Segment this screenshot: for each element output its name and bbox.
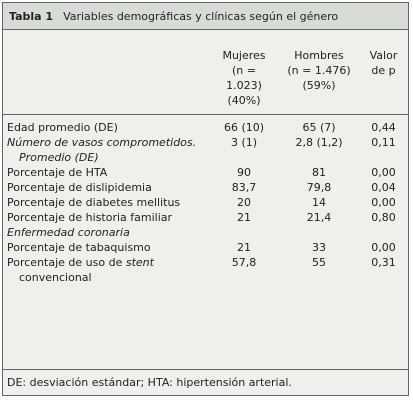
row-label-part: Porcentaje de HTA: [7, 166, 108, 179]
data-table: Mujeres (n = 1.023) (40%) Hombres (n = 1.476…: [3, 30, 408, 285]
table-cell: 79,8: [306, 181, 332, 194]
column-header-line: (59%): [302, 79, 336, 92]
row-label-part: stent: [125, 256, 154, 269]
table-cell: 83,7: [231, 181, 257, 194]
table-cell: 3 (1): [230, 136, 258, 149]
table-row: Enfermedad coronaria: [3, 225, 408, 240]
row-label: Porcentaje de dislipidemia: [3, 180, 209, 195]
row-label-part: Porcentaje de tabaquismo: [7, 241, 151, 254]
table-row: Porcentaje de diabetes mellitus 20 14 0,00: [3, 195, 408, 210]
table-row: Porcentaje de dislipidemia 83,7 79,8 0,04: [3, 180, 408, 195]
row-label-part: Edad promedio (DE): [7, 121, 118, 134]
row-label-part: Porcentaje de uso de: [7, 256, 126, 269]
row-label: Porcentaje de historia familiar: [3, 210, 209, 225]
column-header: Mujeres (n = 1.023) (40%): [209, 30, 279, 115]
row-label-part: Porcentaje de diabetes mellitus: [7, 196, 181, 209]
table-title: Variables demográficas y clínicas según …: [63, 9, 339, 23]
table-row: Edad promedio (DE) 66 (10) 65 (7) 0,44: [3, 115, 408, 136]
table-cell: 2,8 (1,2): [295, 136, 343, 149]
column-header-line: (n = 1.023): [226, 64, 262, 92]
table-cell: 21,4: [306, 211, 332, 224]
table-body: Edad promedio (DE) 66 (10) 65 (7) 0,44 Númer…: [3, 115, 408, 286]
table-cell: 14: [312, 196, 326, 209]
table-label: Tabla 1: [9, 9, 54, 23]
column-header-line: Valor: [369, 49, 398, 62]
table-cell: 0,00: [371, 166, 396, 179]
column-header-line: (40%): [227, 94, 261, 107]
column-header-line: Hombres: [294, 49, 344, 62]
table-cell: 90: [237, 166, 251, 179]
column-header-line: (n = 1.476): [287, 64, 351, 77]
row-label-part: convencional: [19, 271, 92, 284]
table-cell: 0,80: [371, 211, 396, 224]
table-cell: 81: [312, 166, 326, 179]
column-header: Valor de p: [359, 30, 408, 115]
footnote: DE: desviación estándar; HTA: hipertensi…: [3, 369, 408, 395]
table-cell: 0,44: [371, 121, 396, 134]
table-cell: 0,11: [371, 136, 396, 149]
header-row: Mujeres (n = 1.023) (40%) Hombres (n = 1.476…: [3, 30, 408, 115]
column-header: Hombres (n = 1.476) (59%): [279, 30, 359, 115]
row-label-part: Número de vasos comprometidos. Promedio …: [7, 136, 197, 164]
row-label-part: Porcentaje de dislipidemia: [7, 181, 152, 194]
table-header: Tabla 1 Variables demográficas y clínica…: [3, 3, 408, 30]
table-row: Número de vasos comprometidos. Promedio …: [3, 135, 408, 165]
table-cell: 0,00: [371, 241, 396, 254]
table-cell: 0,00: [371, 196, 396, 209]
table-cell: 33: [312, 241, 326, 254]
column-header-line: Mujeres: [222, 49, 266, 62]
table-row: Porcentaje de uso de stent convencional 5…: [3, 255, 408, 285]
column-header-line: de p: [371, 64, 396, 77]
table-cell: 20: [237, 196, 251, 209]
table-cell: 57,8: [231, 256, 257, 269]
row-label: Número de vasos comprometidos. Promedio …: [3, 135, 209, 165]
row-label: Porcentaje de uso de stent convencional: [3, 255, 209, 285]
table-cell: 0,04: [371, 181, 396, 194]
row-label-part: Enfermedad coronaria: [7, 226, 130, 239]
row-label: Porcentaje de HTA: [3, 165, 209, 180]
table-cell: 55: [312, 256, 326, 269]
table-row: Porcentaje de tabaquismo 21 33 0,00: [3, 240, 408, 255]
row-label: Porcentaje de tabaquismo: [3, 240, 209, 255]
row-label: Edad promedio (DE): [3, 115, 209, 136]
row-label-part: Porcentaje de historia familiar: [7, 211, 173, 224]
table-row: Porcentaje de historia familiar 21 21,4 0,8…: [3, 210, 408, 225]
table-row: Porcentaje de HTA 90 81 0,00: [3, 165, 408, 180]
table-frame: Tabla 1 Variables demográficas y clínica…: [2, 2, 409, 396]
empty-header: [3, 30, 209, 115]
table-cell: 66 (10): [223, 121, 265, 134]
table-cell: 65 (7): [302, 121, 336, 134]
table-cell: 21: [237, 211, 251, 224]
table-cell: 21: [237, 241, 251, 254]
row-label: Enfermedad coronaria: [3, 225, 408, 240]
row-label: Porcentaje de diabetes mellitus: [3, 195, 209, 210]
table-cell: 0,31: [371, 256, 396, 269]
